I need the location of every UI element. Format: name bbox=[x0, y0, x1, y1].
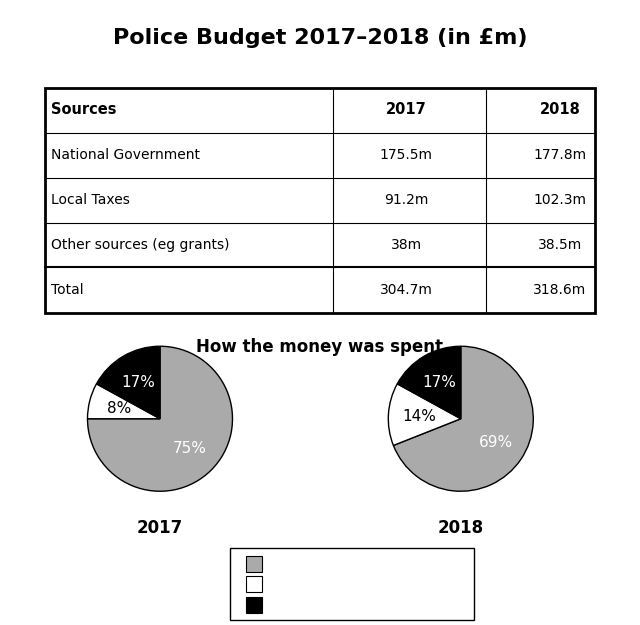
Text: Sources: Sources bbox=[51, 102, 116, 118]
Wedge shape bbox=[397, 346, 461, 419]
Text: Salaries (officers and staff): Salaries (officers and staff) bbox=[272, 557, 460, 571]
Text: Police Budget 2017–2018 (in £m): Police Budget 2017–2018 (in £m) bbox=[113, 28, 527, 48]
Text: 304.7m: 304.7m bbox=[380, 283, 433, 297]
Text: 14%: 14% bbox=[402, 409, 436, 424]
Text: How the money was spent: How the money was spent bbox=[196, 338, 444, 356]
Text: 318.6m: 318.6m bbox=[533, 283, 587, 297]
Text: 2018: 2018 bbox=[438, 519, 484, 537]
Bar bbox=[246, 576, 262, 592]
Wedge shape bbox=[88, 384, 160, 419]
Text: 2017: 2017 bbox=[137, 519, 183, 537]
Text: National Government: National Government bbox=[51, 148, 200, 162]
Bar bbox=[45, 88, 595, 312]
Text: 38.5m: 38.5m bbox=[538, 238, 582, 252]
Text: 8%: 8% bbox=[107, 401, 131, 416]
Text: Local Taxes: Local Taxes bbox=[51, 193, 130, 207]
Text: 75%: 75% bbox=[173, 441, 207, 456]
Text: 91.2m: 91.2m bbox=[384, 193, 429, 207]
Wedge shape bbox=[97, 346, 160, 419]
Text: 38m: 38m bbox=[391, 238, 422, 252]
Text: 17%: 17% bbox=[122, 375, 156, 390]
Text: 17%: 17% bbox=[422, 375, 456, 390]
Bar bbox=[246, 597, 262, 613]
Wedge shape bbox=[394, 346, 533, 491]
Text: 69%: 69% bbox=[479, 435, 513, 450]
Text: 175.5m: 175.5m bbox=[380, 148, 433, 162]
Text: 2018: 2018 bbox=[540, 102, 580, 118]
Bar bbox=[246, 556, 262, 572]
Text: 2017: 2017 bbox=[386, 102, 427, 118]
Bar bbox=[230, 549, 474, 620]
Text: Technology: Technology bbox=[272, 578, 349, 591]
Text: Other sources (eg grants): Other sources (eg grants) bbox=[51, 238, 230, 252]
Text: Total: Total bbox=[51, 283, 84, 297]
Wedge shape bbox=[388, 384, 461, 446]
Wedge shape bbox=[88, 346, 232, 491]
Text: 177.8m: 177.8m bbox=[533, 148, 587, 162]
Text: 102.3m: 102.3m bbox=[534, 193, 586, 207]
Text: Buildings and transport: Buildings and transport bbox=[272, 598, 435, 612]
